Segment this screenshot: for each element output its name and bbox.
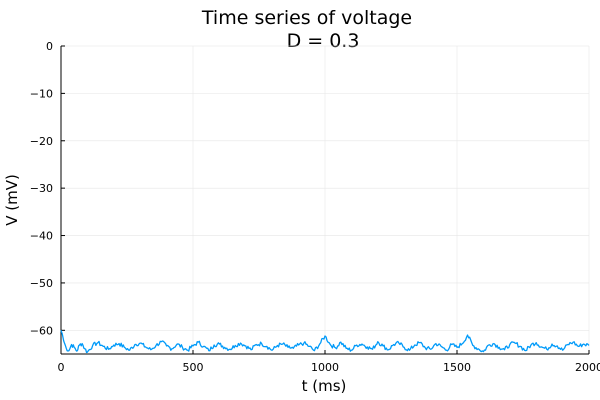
y-tick-label: −10 xyxy=(30,87,53,100)
x-axis-label: t (ms) xyxy=(302,377,347,395)
axes xyxy=(60,45,590,355)
x-tick-label: 1000 xyxy=(311,361,339,374)
chart-title: Time series of voltage xyxy=(201,7,412,29)
plot-area xyxy=(60,330,590,354)
grid-lines xyxy=(60,45,590,354)
y-tick-label: −30 xyxy=(30,182,53,195)
x-tick-label: 1500 xyxy=(443,361,471,374)
x-tick-label: 500 xyxy=(183,361,204,374)
tick-labels: 0 500 1000 1500 2000 0 −10 −20 −30 −40 −50 −60 xyxy=(30,40,600,374)
y-tick-label: −20 xyxy=(30,135,53,148)
x-tick-label: 0 xyxy=(58,361,65,374)
y-axis-label: V (mV) xyxy=(3,174,21,226)
y-tick-label: −40 xyxy=(30,230,53,243)
series-line-0 xyxy=(60,330,590,354)
x-tick-label: 2000 xyxy=(575,361,600,374)
chart-subtitle: D = 0.3 xyxy=(287,30,360,52)
y-tick-label: −50 xyxy=(30,277,53,290)
y-tick-label: −60 xyxy=(30,324,53,337)
y-tick-label: 0 xyxy=(46,40,53,53)
